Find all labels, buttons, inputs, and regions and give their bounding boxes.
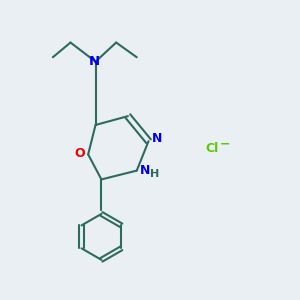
Text: H: H bbox=[150, 169, 160, 178]
Text: O: O bbox=[75, 147, 85, 160]
Text: N: N bbox=[88, 55, 100, 68]
Text: Cl: Cl bbox=[205, 142, 218, 155]
Text: N: N bbox=[140, 164, 150, 177]
Text: −: − bbox=[220, 138, 230, 151]
Text: N: N bbox=[152, 132, 162, 145]
